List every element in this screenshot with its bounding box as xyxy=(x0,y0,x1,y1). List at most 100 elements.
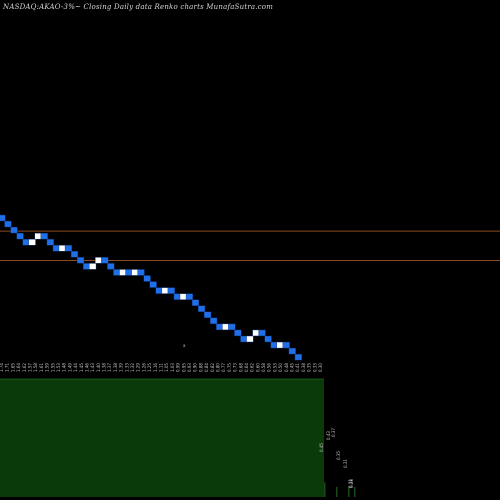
tick-label: 0.99 xyxy=(176,363,181,372)
tick-label: 1.57 xyxy=(27,363,32,372)
renko-brick-down xyxy=(203,311,212,318)
renko-brick-up xyxy=(246,335,254,343)
tick-label: 1.43 xyxy=(90,363,95,372)
tick-label: 1.29 xyxy=(136,363,141,372)
tick-label: 0.35 xyxy=(307,363,312,372)
renko-brick-down xyxy=(234,329,242,337)
renko-brick-down xyxy=(294,353,302,361)
renko-brick-down xyxy=(185,293,194,300)
tick-label: 0.73 xyxy=(233,363,238,372)
tick-label: 1.62 xyxy=(22,363,27,372)
renko-brick-down xyxy=(52,245,60,252)
tick-label: 0.45 xyxy=(290,363,295,372)
renko-brick-down xyxy=(76,257,85,264)
tick-label: 1.11 xyxy=(159,363,164,372)
renko-brick-up xyxy=(222,323,230,331)
tick-label: 0.33 xyxy=(312,363,317,372)
renko-brick-down xyxy=(264,335,272,343)
renko-brick-down xyxy=(258,329,266,337)
tick-label: 0.77 xyxy=(221,363,226,372)
volume-bar xyxy=(354,486,356,497)
tick-label: 1.74 xyxy=(0,363,4,372)
annotation-label: 0.31 xyxy=(348,479,353,488)
renko-brick-up xyxy=(179,293,188,300)
renko-brick-down xyxy=(191,299,200,306)
annotation-label: 0.43 xyxy=(326,431,331,440)
renko-brick-down xyxy=(46,238,54,246)
tick-label: 1.40 xyxy=(96,363,101,372)
renko-brick-up xyxy=(89,263,97,270)
renko-brick-down xyxy=(173,293,181,300)
tick-label: 1.49 xyxy=(67,363,72,372)
renko-brick-down xyxy=(167,287,175,294)
chart-title: NASDAQ:AKAO-3%~ Closing Daily data Renko… xyxy=(3,3,274,11)
renko-brick-down xyxy=(149,281,157,288)
tick-label: 0.93 xyxy=(187,363,192,372)
renko-brick-down xyxy=(137,269,145,276)
tick-label: 1.38 xyxy=(102,363,107,372)
renko-brick-down xyxy=(16,232,24,240)
tick-label: 1.45 xyxy=(79,363,84,372)
tick-label: 0.56 xyxy=(267,363,272,372)
tick-label: 1.03 xyxy=(170,363,175,372)
annotation-label: 0.45 xyxy=(319,443,324,452)
tick-label: 0.30 xyxy=(318,363,323,372)
renko-brick-up xyxy=(252,329,260,337)
tick-label: 0.53 xyxy=(272,363,277,372)
renko-brick-down xyxy=(10,226,18,234)
tick-label: 0.62 xyxy=(250,363,255,372)
tick-label: 0.48 xyxy=(284,363,289,372)
volume-bar xyxy=(348,486,350,497)
tick-label: 1.16 xyxy=(153,363,158,372)
renko-brick-down xyxy=(0,214,6,222)
tick-label: 1.32 xyxy=(130,363,135,372)
renko-brick-down xyxy=(216,323,224,331)
tick-label: 1.05 xyxy=(164,363,169,372)
renko-brick-down xyxy=(197,305,206,312)
tick-label: 1.53 xyxy=(56,363,61,372)
renko-brick-down xyxy=(270,341,278,349)
renko-brick-down xyxy=(101,257,109,264)
tick-label: 0.64 xyxy=(244,363,249,372)
tick-label: 0.84 xyxy=(204,363,209,372)
renko-brick-up xyxy=(95,257,103,264)
tick-label: 1.64 xyxy=(16,363,21,372)
renko-brick-down xyxy=(82,263,91,270)
renko-brick-down xyxy=(210,317,218,325)
volume-bar xyxy=(336,486,338,497)
renko-brick-down xyxy=(288,347,296,355)
tick-label: 0.88 xyxy=(198,363,203,372)
renko-brick-down xyxy=(70,251,79,258)
renko-brick-down xyxy=(282,341,290,349)
tick-label: 1.26 xyxy=(141,363,146,372)
tick-label: 1.71 xyxy=(5,363,10,372)
tick-label: 0.50 xyxy=(278,363,283,372)
renko-brick-down xyxy=(228,323,236,331)
tick-label: 1.37 xyxy=(107,363,112,372)
tick-label: 1.55 xyxy=(50,363,55,372)
tick-label: 1.48 xyxy=(62,363,67,372)
annotation-label: 0.35 xyxy=(336,451,341,460)
tick-label: 0.68 xyxy=(238,363,243,372)
renko-brick-down xyxy=(64,245,73,252)
annotation-label: 0.37 xyxy=(331,428,336,437)
annotation-label: 0.31 xyxy=(343,459,348,468)
tick-label: 0.82 xyxy=(210,363,215,372)
tick-label: 0.80 xyxy=(215,363,220,372)
volume-area xyxy=(0,379,324,497)
renko-brick-down xyxy=(113,269,121,276)
stray-mark: a xyxy=(183,343,186,348)
tick-label: 1.38 xyxy=(113,363,118,372)
tick-label: 0.41 xyxy=(295,363,300,372)
renko-brick-down xyxy=(155,287,163,294)
tick-label: 1.33 xyxy=(124,363,129,372)
tick-label: 0.60 xyxy=(255,363,260,372)
renko-brick-up xyxy=(161,287,169,294)
renko-brick-up xyxy=(276,341,284,349)
renko-brick-up xyxy=(131,269,139,276)
renko-brick-down xyxy=(22,238,30,246)
renko-brick-up xyxy=(58,245,67,252)
renko-brick-down xyxy=(143,275,151,282)
renko-brick-down xyxy=(4,220,12,228)
